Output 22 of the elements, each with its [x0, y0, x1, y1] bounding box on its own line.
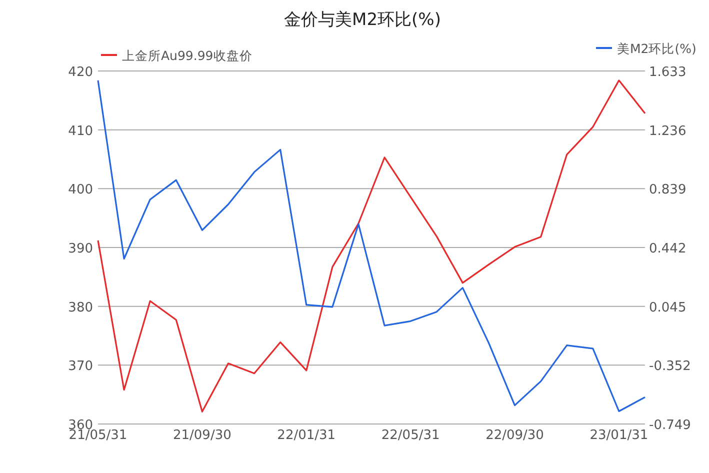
x-tick-label: 22/01/31	[277, 428, 336, 443]
y2-tick-label: 0.045	[649, 300, 686, 316]
x-tick-label: 21/09/30	[172, 428, 232, 443]
y-tick-label: 370	[68, 359, 93, 374]
y2-tick-label: 1.236	[649, 124, 686, 139]
y-tick-label: 380	[68, 300, 93, 316]
chart-title: 金价与美M2环比(%)	[284, 10, 441, 30]
y2-tick-label: 1.633	[649, 65, 686, 80]
legend-label: 上金所Au99.99收盘价	[122, 48, 252, 63]
y-tick-label: 390	[68, 242, 93, 256]
y2-tick-label: -0.352	[649, 359, 691, 374]
y2-tick-label: 0.839	[649, 182, 686, 198]
x-tick-label: 22/05/31	[381, 428, 440, 443]
y-tick-label: 420	[68, 65, 93, 80]
y-tick-label: 400	[68, 182, 93, 198]
line-series	[97, 80, 646, 412]
x-tick-label: 23/01/31	[590, 428, 648, 443]
y2-tick-label: -0.749	[649, 418, 691, 433]
y2-tick-label: 0.442	[649, 242, 686, 256]
x-tick-label: 22/09/30	[486, 428, 544, 443]
y-tick-label: 410	[68, 124, 93, 139]
legend-label: 美M2环比(%)	[617, 41, 696, 56]
